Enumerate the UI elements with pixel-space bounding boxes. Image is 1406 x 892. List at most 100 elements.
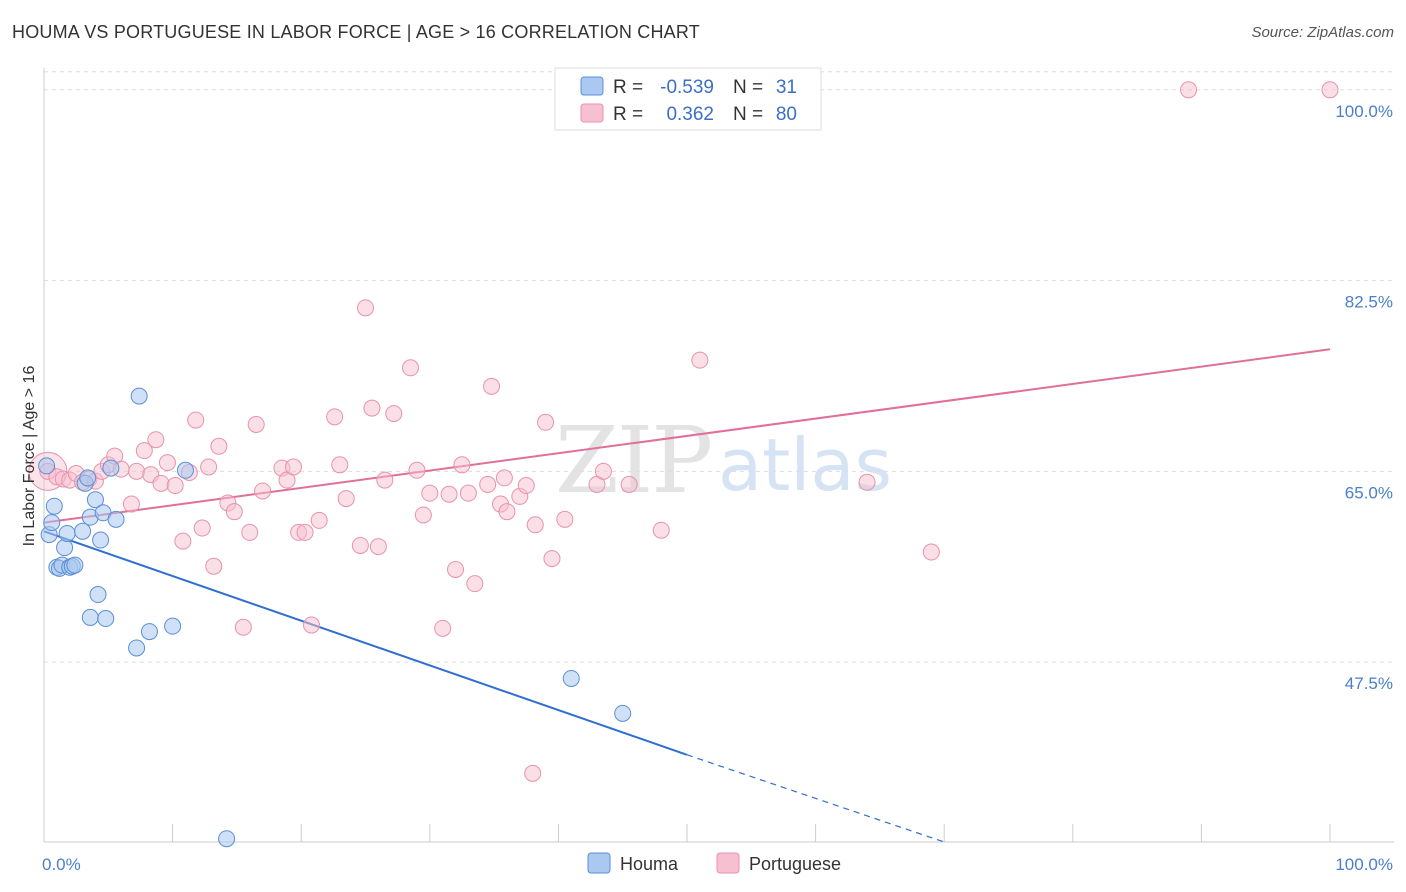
bottom-legend: Houma Portuguese bbox=[587, 852, 841, 874]
watermark: ZIP atlas bbox=[555, 407, 892, 514]
point-houma bbox=[102, 459, 120, 477]
point-portuguese bbox=[414, 506, 432, 524]
legend-r-label-portuguese: R = bbox=[613, 104, 643, 125]
legend-n-value-houma: 31 bbox=[776, 77, 797, 98]
point-portuguese bbox=[128, 462, 146, 480]
point-portuguese bbox=[234, 618, 252, 636]
point-houma bbox=[218, 830, 236, 848]
gridlines: 47.5% 65.0% 82.5% 100.0% bbox=[44, 71, 1394, 693]
point-portuguese bbox=[594, 462, 612, 480]
point-houma bbox=[107, 510, 125, 528]
point-portuguese bbox=[385, 405, 403, 423]
point-portuguese bbox=[351, 536, 369, 554]
point-portuguese bbox=[369, 538, 387, 556]
point-houma bbox=[66, 556, 84, 574]
point-houma bbox=[43, 514, 61, 532]
point-portuguese bbox=[147, 431, 165, 449]
point-portuguese bbox=[495, 469, 513, 487]
point-portuguese bbox=[402, 359, 420, 377]
point-portuguese bbox=[302, 616, 320, 634]
point-portuguese bbox=[1321, 81, 1339, 99]
point-houma bbox=[58, 524, 76, 542]
point-portuguese bbox=[337, 490, 355, 508]
y-axis-title: In Labor Force | Age > 16 bbox=[21, 366, 38, 547]
point-houma bbox=[86, 491, 104, 509]
point-portuguese bbox=[537, 413, 555, 431]
point-portuguese bbox=[363, 399, 381, 417]
point-portuguese bbox=[241, 523, 259, 541]
point-portuguese bbox=[174, 532, 192, 550]
point-portuguese bbox=[556, 510, 574, 528]
y-tick-label: 82.5% bbox=[1345, 293, 1393, 312]
point-portuguese bbox=[166, 477, 184, 495]
point-portuguese bbox=[498, 503, 516, 521]
point-houma bbox=[92, 531, 110, 549]
point-houma bbox=[614, 704, 632, 722]
point-houma bbox=[130, 387, 148, 405]
point-portuguese bbox=[187, 411, 205, 429]
point-portuguese bbox=[284, 458, 302, 476]
point-portuguese bbox=[466, 575, 484, 593]
point-houma bbox=[128, 639, 146, 657]
point-portuguese bbox=[193, 519, 211, 537]
point-portuguese bbox=[408, 461, 426, 479]
y-tick-label: 65.0% bbox=[1345, 483, 1393, 502]
point-portuguese bbox=[421, 484, 439, 502]
legend-swatch-portuguese bbox=[580, 103, 604, 123]
point-portuguese bbox=[526, 516, 544, 534]
point-portuguese bbox=[225, 503, 243, 521]
legend-n-value-portuguese: 80 bbox=[776, 104, 797, 125]
point-houma bbox=[45, 497, 63, 515]
point-portuguese bbox=[1180, 81, 1198, 99]
bottom-legend-swatch-houma bbox=[587, 852, 611, 874]
chart-title: HOUMA VS PORTUGUESE IN LABOR FORCE | AGE… bbox=[12, 22, 700, 42]
bottom-legend-swatch-portuguese bbox=[716, 852, 740, 874]
point-portuguese bbox=[459, 484, 477, 502]
point-portuguese bbox=[310, 511, 328, 529]
legend-r-value-portuguese: 0.362 bbox=[666, 104, 714, 125]
point-portuguese bbox=[524, 764, 542, 782]
point-portuguese bbox=[543, 550, 561, 568]
axes bbox=[43, 68, 1394, 843]
top-legend: R = -0.539 N = 31 R = 0.362 N = 80 bbox=[554, 67, 822, 131]
point-houma bbox=[176, 461, 194, 479]
point-portuguese bbox=[158, 454, 176, 472]
point-portuguese bbox=[479, 475, 497, 493]
point-houma bbox=[89, 586, 107, 604]
point-portuguese bbox=[434, 619, 452, 637]
point-portuguese bbox=[440, 485, 458, 503]
point-portuguese bbox=[296, 523, 314, 541]
legend-r-value-houma: -0.539 bbox=[660, 77, 714, 98]
point-portuguese bbox=[210, 437, 228, 455]
point-houma bbox=[140, 623, 158, 641]
point-portuguese bbox=[858, 473, 876, 491]
point-portuguese bbox=[453, 456, 471, 474]
point-portuguese bbox=[483, 377, 501, 395]
point-houma bbox=[38, 457, 56, 475]
x-tick-label-min: 0.0% bbox=[42, 855, 81, 874]
point-houma bbox=[81, 608, 99, 626]
point-portuguese bbox=[357, 299, 374, 317]
point-houma bbox=[164, 617, 182, 635]
point-portuguese bbox=[254, 482, 272, 500]
trendline-houma bbox=[43, 530, 688, 756]
watermark-zip: ZIP bbox=[555, 407, 711, 514]
watermark-atlas: atlas bbox=[718, 423, 892, 507]
legend-n-label-houma: N = bbox=[733, 77, 763, 98]
source-label: Source: ZipAtlas.com bbox=[1251, 24, 1394, 41]
legend-swatch-houma bbox=[580, 76, 604, 96]
point-houma bbox=[74, 522, 92, 540]
data-points bbox=[28, 81, 1339, 848]
point-portuguese bbox=[326, 408, 344, 426]
point-portuguese bbox=[331, 456, 349, 474]
bottom-legend-label-portuguese: Portuguese bbox=[749, 854, 841, 874]
point-portuguese bbox=[205, 557, 223, 575]
point-portuguese bbox=[922, 543, 940, 561]
y-tick-label: 47.5% bbox=[1345, 674, 1393, 693]
point-houma bbox=[562, 669, 580, 687]
point-portuguese bbox=[200, 458, 218, 476]
point-portuguese bbox=[517, 477, 535, 495]
point-portuguese bbox=[135, 442, 153, 460]
